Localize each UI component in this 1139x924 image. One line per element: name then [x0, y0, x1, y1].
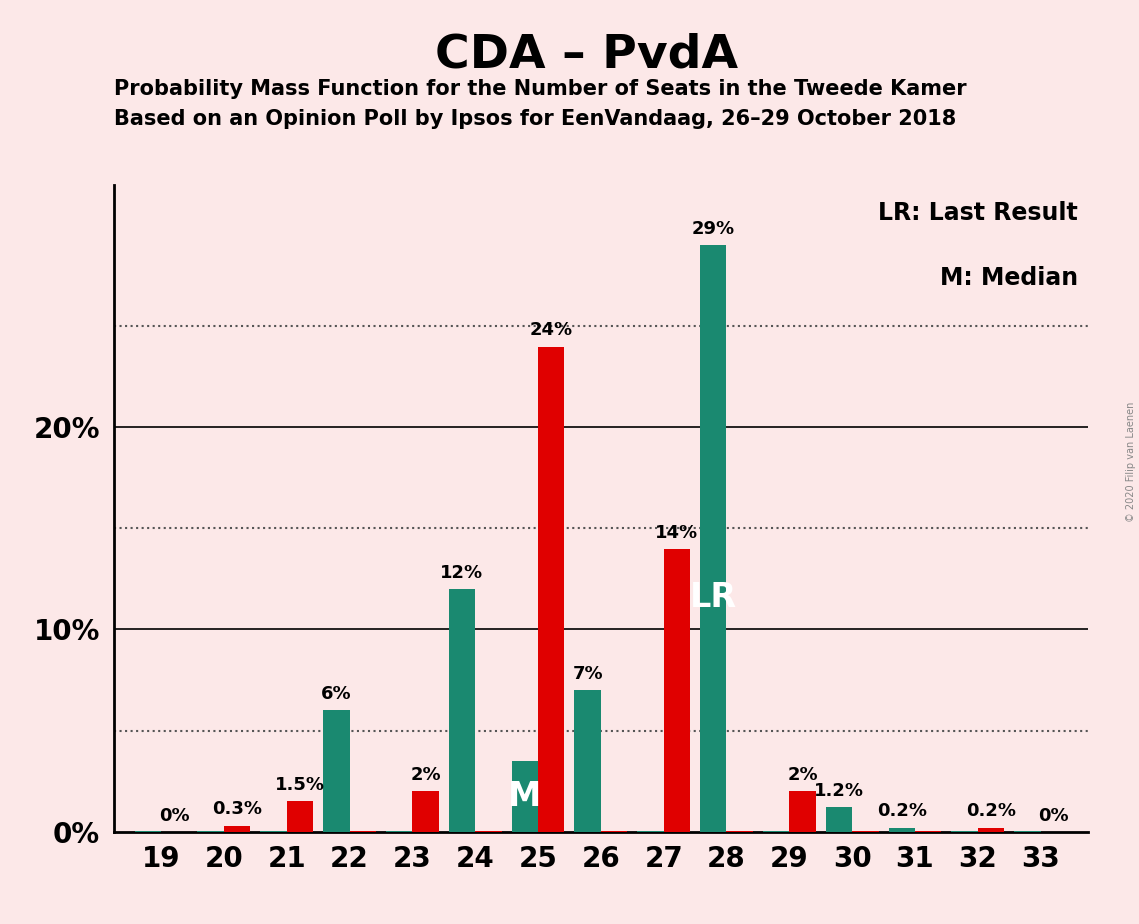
Text: LR: LR [690, 580, 737, 614]
Bar [601, 831, 628, 832]
Bar [538, 346, 565, 832]
Bar [449, 590, 475, 832]
Bar [574, 690, 601, 832]
Text: © 2020 Filip van Laenen: © 2020 Filip van Laenen [1126, 402, 1136, 522]
Text: 1.5%: 1.5% [274, 776, 325, 795]
Text: 0%: 0% [159, 807, 189, 824]
Bar [789, 791, 816, 832]
Bar [412, 791, 439, 832]
Text: 14%: 14% [655, 524, 698, 541]
Text: 0.2%: 0.2% [877, 802, 927, 821]
Bar [951, 831, 977, 832]
Text: 0.3%: 0.3% [212, 800, 262, 819]
Text: Based on an Opinion Poll by Ipsos for EenVandaag, 26–29 October 2018: Based on an Opinion Poll by Ipsos for Ee… [114, 109, 956, 129]
Text: M: Median: M: Median [940, 266, 1077, 289]
Text: 0%: 0% [1039, 807, 1070, 824]
Text: 1.2%: 1.2% [814, 783, 865, 800]
Text: 2%: 2% [787, 766, 818, 784]
Text: CDA – PvdA: CDA – PvdA [435, 32, 738, 78]
Bar [888, 828, 915, 832]
Text: 24%: 24% [530, 322, 573, 339]
Bar [826, 808, 852, 832]
Bar [977, 828, 1005, 832]
Bar [134, 831, 161, 832]
Text: 29%: 29% [691, 220, 735, 238]
Bar [197, 831, 224, 832]
Bar [224, 825, 251, 832]
Bar [852, 831, 878, 832]
Bar [700, 246, 727, 832]
Text: M: M [508, 780, 541, 813]
Text: Probability Mass Function for the Number of Seats in the Tweede Kamer: Probability Mass Function for the Number… [114, 79, 967, 99]
Bar [763, 831, 789, 832]
Text: 7%: 7% [572, 665, 603, 683]
Text: 12%: 12% [441, 564, 484, 582]
Text: 6%: 6% [321, 686, 352, 703]
Bar [323, 711, 350, 832]
Bar [664, 549, 690, 832]
Bar [511, 760, 538, 832]
Text: 0.2%: 0.2% [966, 802, 1016, 821]
Bar [637, 831, 664, 832]
Bar [287, 801, 313, 832]
Bar [1014, 831, 1041, 832]
Bar [386, 831, 412, 832]
Bar [350, 831, 376, 832]
Text: LR: Last Result: LR: Last Result [878, 201, 1077, 225]
Bar [475, 831, 501, 832]
Bar [261, 831, 287, 832]
Bar [915, 831, 941, 832]
Text: 2%: 2% [410, 766, 441, 784]
Bar [727, 831, 753, 832]
